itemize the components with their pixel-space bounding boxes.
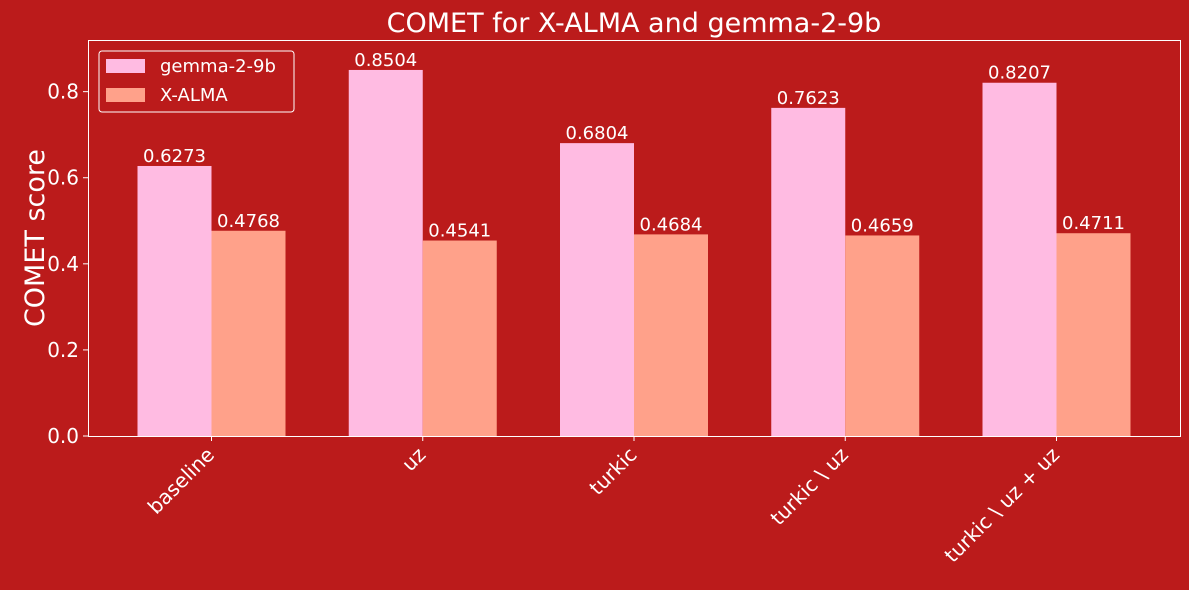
legend-swatch-x-alma [106, 88, 145, 102]
bars-layer [137, 69, 1131, 437]
y-tick-label-2: 0.4 [47, 252, 79, 276]
value-label-gemma-2-9b-1: 0.8504 [354, 50, 417, 71]
y-axis-label: COMET score [20, 149, 51, 327]
bar-gemma-2-9b-1 [348, 69, 423, 437]
value-label-x-alma-1: 0.4541 [428, 221, 491, 242]
bar-gemma-2-9b-4 [982, 82, 1057, 436]
x-tick-label-2: turkic [584, 443, 641, 500]
legend: gemma-2-9b X-ALMA [98, 50, 295, 113]
y-axis-ticks: 0.0 0.2 0.4 0.6 0.8 [47, 80, 88, 448]
chart-title: COMET for X-ALMA and gemma-2-9b [387, 8, 882, 39]
bar-gemma-2-9b-3 [771, 107, 846, 436]
x-tick-label-3: turkic \ uz [765, 443, 852, 530]
bar-x-alma-4 [1056, 233, 1131, 436]
x-tick-label-0: baseline [143, 443, 219, 519]
y-tick-label-1: 0.2 [47, 338, 79, 362]
legend-box [98, 50, 295, 113]
value-label-gemma-2-9b-3: 0.7623 [777, 88, 840, 109]
legend-swatch-gemma-2-9b [106, 59, 145, 73]
x-tick-label-4: turkic \ uz + uz [939, 443, 1064, 568]
bar-x-alma-1 [422, 240, 497, 436]
bar-x-alma-0 [211, 230, 286, 436]
value-label-gemma-2-9b-4: 0.8207 [988, 63, 1051, 84]
value-label-gemma-2-9b-2: 0.6804 [566, 123, 629, 144]
y-tick-label-4: 0.8 [47, 80, 79, 104]
value-label-x-alma-3: 0.4659 [851, 215, 914, 236]
value-label-x-alma-0: 0.4768 [217, 211, 280, 232]
x-tick-label-1: uz [397, 443, 430, 476]
value-label-gemma-2-9b-0: 0.6273 [143, 146, 206, 167]
value-labels-layer: 0.6273 0.4768 0.8504 0.4541 0.6804 0.4684 0.76… [143, 50, 1125, 242]
y-tick-label-3: 0.6 [47, 166, 79, 190]
value-label-x-alma-4: 0.4711 [1062, 213, 1125, 234]
bar-gemma-2-9b-2 [560, 143, 634, 436]
bar-x-alma-2 [634, 234, 708, 436]
legend-label-x-alma: X-ALMA [160, 85, 228, 106]
bar-x-alma-3 [845, 235, 920, 436]
legend-label-gemma-2-9b: gemma-2-9b [160, 56, 276, 77]
plot-frame [88, 40, 1181, 437]
bar-gemma-2-9b-0 [137, 165, 212, 436]
x-axis-ticks: baseline uz turkic turkic \ uz turkic \ uz +… [143, 436, 1064, 567]
y-tick-label-0: 0.0 [47, 424, 79, 448]
value-label-x-alma-2: 0.4684 [640, 214, 703, 235]
